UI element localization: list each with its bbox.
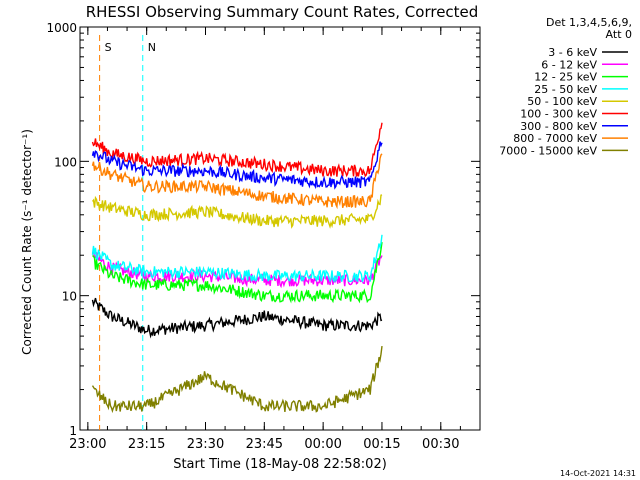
- plot-frame: [79, 26, 481, 431]
- series-line-7: [91, 153, 383, 210]
- y-tick-label: 1000: [46, 21, 77, 35]
- series-line-8: [91, 346, 383, 414]
- legend-label-6: 300 - 800 keV: [520, 120, 597, 133]
- legend-label-4: 50 - 100 keV: [527, 95, 597, 108]
- plot-area: 1 10 100 1000 23:00 23:15 23:30 23:45 00:00 00:15…: [46, 21, 481, 452]
- marker-label-s: S: [105, 41, 112, 54]
- series-line-6: [91, 141, 383, 190]
- y-axis-label: Corrected Count Rate (s⁻¹ detector⁻¹): [20, 129, 34, 355]
- chart-title: RHESSI Observing Summary Count Rates, Co…: [86, 3, 479, 21]
- series-line-0: [91, 297, 383, 339]
- y-tick-label: 10: [62, 290, 77, 304]
- x-tick-label: 23:30: [187, 437, 224, 452]
- series-line-3: [91, 234, 383, 284]
- legend-label-3: 25 - 50 keV: [534, 83, 597, 96]
- x-tick-label: 00:00: [304, 437, 341, 452]
- y-tick-label: 100: [54, 155, 77, 169]
- legend-label-0: 3 - 6 keV: [548, 46, 597, 59]
- legend-label-5: 100 - 300 keV: [520, 108, 597, 121]
- detector-info-line-2: Att 0: [606, 28, 632, 41]
- legend-label-1: 6 - 12 keV: [541, 58, 597, 71]
- x-tick-label: 23:00: [69, 437, 106, 452]
- series-line-5: [91, 122, 383, 178]
- x-tick-label: 00:30: [422, 437, 459, 452]
- legend-label-7: 800 - 7000 keV: [513, 132, 597, 145]
- x-axis-label: Start Time (18-May-08 22:58:02): [173, 457, 387, 472]
- legend-label-8: 7000 - 15000 keV: [499, 144, 597, 157]
- marker-label-n: N: [148, 41, 156, 54]
- series-line-2: [92, 242, 383, 304]
- x-tick-label: 23:15: [128, 437, 165, 452]
- series-line-4: [91, 194, 383, 229]
- timestamp: 14-Oct-2021 14:31: [560, 469, 636, 478]
- y-tick-label: 1: [69, 424, 77, 438]
- series-line-1: [91, 248, 383, 289]
- x-tick-label: 00:15: [363, 437, 400, 452]
- x-tick-label: 23:45: [246, 437, 283, 452]
- legend-label-2: 12 - 25 keV: [534, 71, 597, 84]
- detector-info-line-1: Det 1,3,4,5,6,9,: [546, 16, 632, 29]
